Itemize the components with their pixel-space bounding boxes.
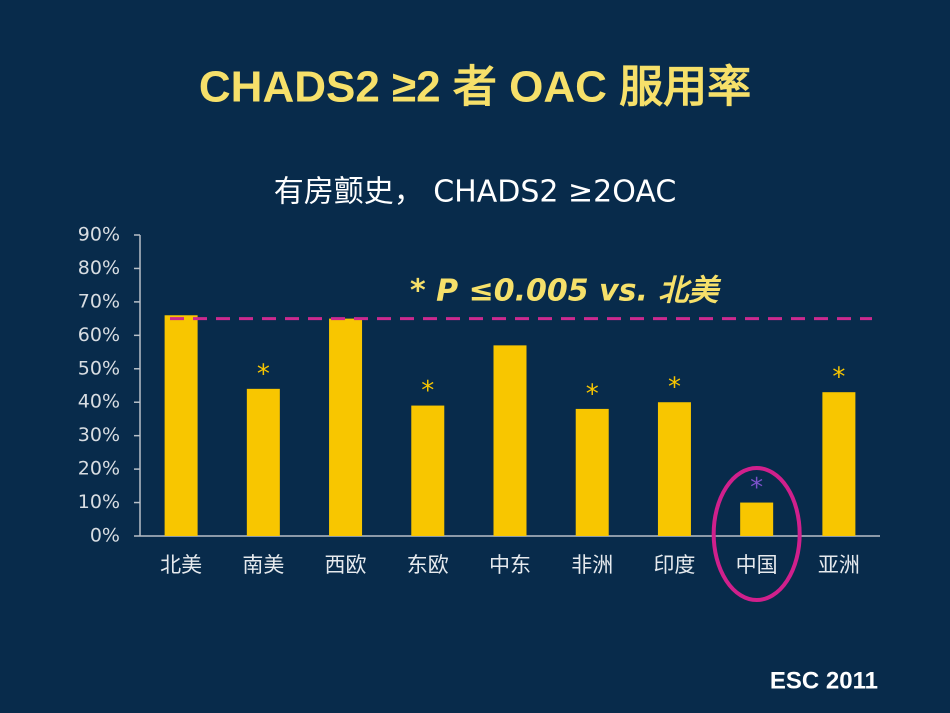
significance-marker: *	[421, 376, 434, 406]
x-tick-label: 北美	[160, 553, 202, 577]
x-tick-label: 印度	[653, 553, 695, 577]
chart-subtitle: 有房颤史， CHADS2 ≥2OAC	[274, 175, 677, 210]
footer: ESC 2011	[770, 667, 878, 694]
y-tick-label: 40%	[78, 391, 120, 413]
y-tick-label: 50%	[78, 357, 120, 379]
y-tick-label: 10%	[78, 491, 120, 513]
x-tick-label: 中国	[736, 553, 778, 577]
significance-marker: *	[832, 363, 845, 393]
y-tick-label: 30%	[78, 424, 120, 446]
bar	[493, 345, 527, 536]
significance-marker: *	[257, 359, 270, 389]
significance-marker: *	[586, 379, 599, 409]
y-tick-label: 20%	[78, 458, 120, 480]
y-tick-label: 60%	[78, 324, 120, 346]
x-tick-label: 非洲	[571, 553, 613, 577]
bar	[164, 315, 198, 536]
highlight-circle	[711, 466, 802, 602]
significance-marker: *	[750, 473, 763, 503]
x-tick-label: 亚洲	[818, 553, 860, 577]
x-tick-label: 南美	[242, 553, 284, 577]
x-tick-label: 中东	[489, 553, 531, 577]
significance-marker: *	[668, 373, 681, 403]
bar	[740, 502, 774, 536]
y-tick-label: 80%	[78, 257, 120, 279]
bar	[246, 388, 280, 536]
annotation: * P ≤0.005 vs. 北美	[410, 274, 721, 309]
x-tick-label: 东欧	[407, 553, 449, 577]
y-tick-label: 70%	[78, 290, 120, 312]
x-tick-label: 西欧	[325, 553, 367, 577]
bar	[822, 392, 856, 536]
bar	[657, 402, 691, 536]
bar	[575, 408, 609, 536]
bar	[329, 318, 363, 536]
y-tick-label: 90%	[78, 224, 120, 246]
bar	[411, 405, 445, 536]
y-tick-label: 0%	[90, 525, 120, 547]
slide-title: CHADS2 ≥2 者 OAC 服用率	[199, 63, 751, 112]
